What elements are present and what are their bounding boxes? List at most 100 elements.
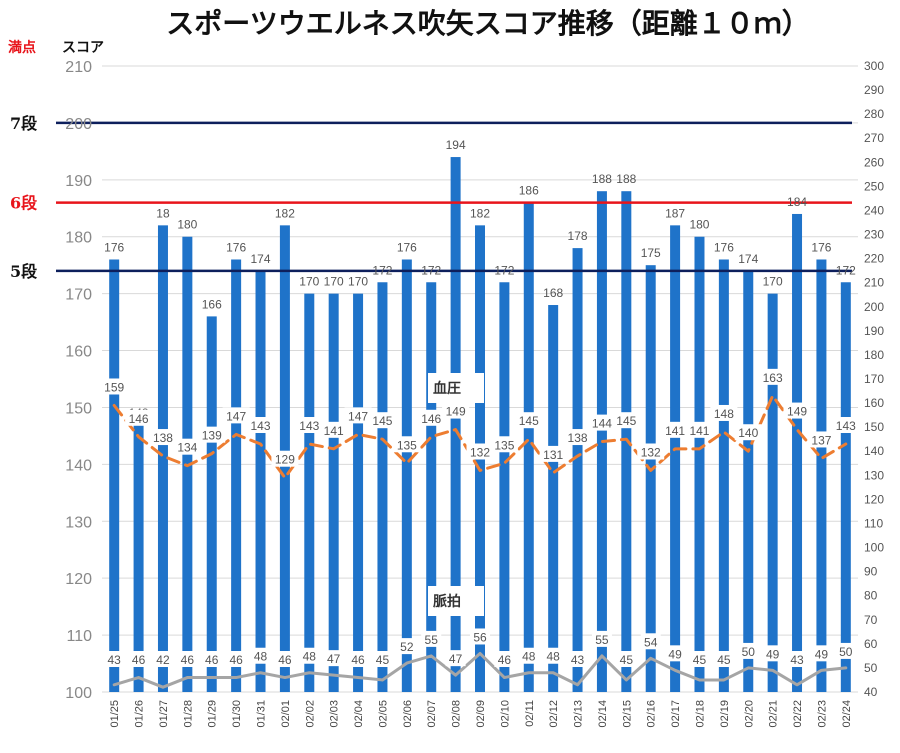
series-lines — [112, 394, 848, 689]
bar-label: 174 — [251, 252, 271, 266]
y-left-tick: 130 — [65, 514, 92, 531]
pulse-label: 42 — [156, 653, 170, 667]
bp-label: 149 — [787, 405, 807, 419]
y-right-tick: 110 — [864, 516, 883, 530]
pulse-label-bg — [787, 651, 808, 667]
bp-label-bg — [710, 404, 738, 421]
bp-label-bg — [466, 443, 494, 460]
x-tick: 02/09 — [475, 700, 487, 728]
annotation-bg — [428, 373, 484, 403]
bp-label-bg — [637, 443, 665, 460]
pulse-label: 55 — [425, 633, 439, 647]
y-right-tick: 200 — [864, 300, 884, 314]
x-tick: 02/16 — [646, 700, 658, 728]
bp-label-bg — [539, 445, 567, 462]
bp-label-bg — [295, 417, 323, 434]
bp-label-bg — [734, 424, 762, 441]
pulse-label: 47 — [327, 652, 341, 666]
bp-label: 149 — [446, 405, 466, 419]
annotation-blood-pressure: 血圧 — [433, 380, 461, 397]
bar — [499, 282, 510, 692]
pulse-label-bg — [713, 651, 734, 667]
y-left-tick: 110 — [66, 628, 92, 645]
bar — [450, 157, 461, 692]
pulse-label-bg — [323, 650, 344, 667]
bp-label: 143 — [251, 419, 271, 433]
pulse-label-bg — [518, 647, 539, 664]
y-right-tick: 220 — [864, 252, 884, 266]
header-score: スコア — [62, 40, 104, 56]
y-right-tick: 250 — [864, 179, 884, 193]
y-right-tick: 300 — [864, 59, 884, 73]
bar — [109, 259, 120, 692]
bar-label: 175 — [641, 246, 661, 260]
bp-label-bg — [173, 438, 201, 455]
bar — [255, 270, 266, 692]
bp-label-bg — [759, 368, 787, 385]
bar — [304, 293, 315, 692]
y-right-tick: 190 — [864, 324, 884, 338]
bar-label: 172 — [372, 263, 392, 277]
bp-label: 145 — [519, 414, 539, 428]
pulse-label: 45 — [376, 653, 390, 667]
bp-label: 146 — [421, 412, 441, 426]
bp-label-bg — [100, 378, 128, 395]
bar — [792, 213, 803, 693]
bar — [328, 293, 339, 692]
x-tick: 02/23 — [816, 700, 828, 728]
bar-label: 180 — [689, 218, 709, 232]
bp-label: 144 — [592, 417, 612, 431]
bar-label: 194 — [446, 138, 466, 152]
bar — [353, 293, 364, 692]
y-right-tick: 270 — [864, 131, 884, 145]
x-tick: 02/14 — [597, 700, 609, 728]
x-tick: 02/11 — [524, 700, 536, 727]
bar — [133, 418, 144, 692]
x-tick: 02/03 — [329, 700, 341, 728]
y-right-tick: 280 — [864, 107, 884, 121]
y-right-tick: 70 — [864, 613, 878, 627]
x-tick: 02/02 — [304, 700, 316, 728]
bar-label: 18 — [156, 206, 170, 220]
pulse-label-bg — [543, 647, 564, 664]
y-left-tick: 210 — [65, 59, 92, 76]
annotation-pulse: 脈拍 — [433, 593, 461, 610]
y-left-tick: 190 — [65, 173, 92, 190]
bp-label: 135 — [494, 438, 514, 452]
bp-label: 146 — [129, 412, 149, 426]
blood-pressure-line — [112, 394, 848, 480]
y-right-tick: 230 — [864, 228, 884, 242]
bp-label: 131 — [543, 448, 563, 462]
bp-label: 145 — [372, 414, 392, 428]
bar-label: 166 — [202, 297, 222, 311]
pulse-label: 43 — [571, 653, 585, 667]
y-left-tick: 170 — [65, 287, 92, 304]
pulse-label-bg — [226, 651, 247, 667]
y-right-tick: 40 — [864, 685, 878, 699]
pulse-label-bg — [299, 647, 320, 664]
pulse-label-bg — [665, 645, 686, 662]
bar — [231, 259, 242, 692]
pulse-label-bg — [689, 651, 710, 667]
pulse-label: 56 — [473, 630, 487, 644]
bar-label: 178 — [568, 229, 588, 243]
bp-label: 141 — [324, 424, 344, 438]
x-tick: 01/26 — [134, 700, 146, 728]
pulse-label: 48 — [522, 650, 536, 664]
chart-title: スポーツウエルネス吹矢スコア推移（距離１０ｍ） — [166, 7, 809, 40]
pulse-label-bg — [152, 651, 173, 667]
bp-label-bg — [125, 409, 153, 426]
bp-label-bg — [661, 421, 689, 438]
pulse-label: 48 — [303, 650, 317, 664]
x-tick: 02/04 — [353, 700, 365, 728]
x-tick: 01/25 — [109, 700, 121, 728]
bar-label: 188 — [592, 172, 612, 186]
pulse-label: 45 — [717, 653, 731, 667]
bar — [718, 259, 729, 692]
y-left-tick: 160 — [65, 344, 92, 361]
bp-label: 138 — [153, 431, 173, 445]
pulse-label-bg — [567, 651, 588, 667]
y-right-tick: 140 — [864, 444, 884, 458]
bar-label: 176 — [226, 240, 246, 254]
axis-ticks: 100 110 120 130 140 150 160 170 180 190 200 210 40 50… — [65, 59, 884, 728]
